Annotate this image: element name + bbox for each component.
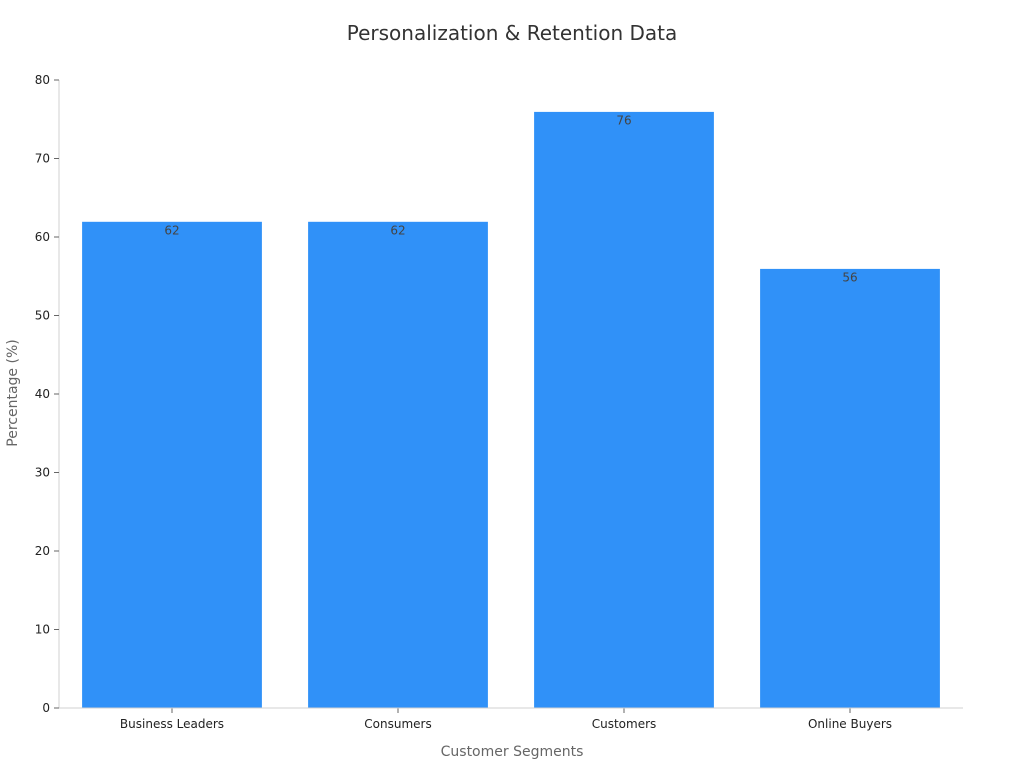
bar <box>307 220 489 709</box>
y-axis: 0 10 20 30 40 50 60 70 80 <box>35 73 60 715</box>
y-tick-label: 10 <box>35 623 50 637</box>
y-tick-label: 80 <box>35 73 50 87</box>
x-tick-label: Business Leaders <box>120 717 224 731</box>
y-axis-label: Percentage (%) <box>5 339 21 446</box>
bar <box>759 267 941 709</box>
x-axis: Business Leaders Consumers Customers Online… <box>59 707 963 731</box>
y-tick-label: 40 <box>35 387 50 401</box>
y-tick-label: 50 <box>35 309 50 323</box>
y-tick-label: 30 <box>35 466 50 480</box>
x-axis-label: Customer Segments <box>441 744 584 760</box>
x-tick-label: Consumers <box>364 717 431 731</box>
x-tick-label: Customers <box>592 717 657 731</box>
y-tick-label: 70 <box>35 152 50 166</box>
data-labels-group: 62 62 76 56 <box>164 113 857 284</box>
data-label: 76 <box>616 113 631 127</box>
y-tick-label: 60 <box>35 230 50 244</box>
y-tick-label: 0 <box>42 701 50 715</box>
bar <box>81 220 263 709</box>
bars-group <box>81 110 941 709</box>
bar <box>533 110 715 709</box>
data-label: 56 <box>842 270 857 284</box>
y-tick-label: 20 <box>35 544 50 558</box>
data-label: 62 <box>164 223 179 237</box>
chart-title: Personalization & Retention Data <box>347 21 678 45</box>
x-tick-label: Online Buyers <box>808 717 892 731</box>
data-label: 62 <box>390 223 405 237</box>
